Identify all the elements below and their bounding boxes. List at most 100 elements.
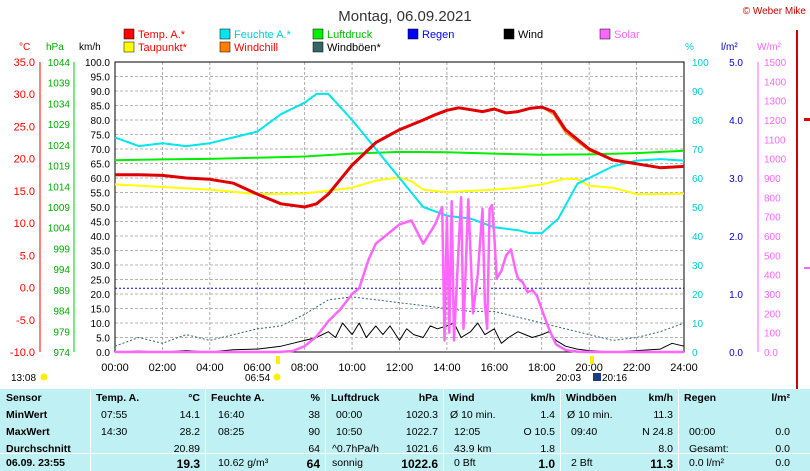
- solar-tick-label: 500: [764, 251, 781, 262]
- temp-tick-label: 30.0: [14, 89, 35, 101]
- sun-tick-marker: [276, 356, 280, 364]
- rain-tick-label: 0.0: [729, 348, 743, 359]
- stats-col-pressure: Luftdruck hPa 00:00 1020.3 10:50 1022.7 …: [325, 389, 444, 471]
- wind-tick-label: 0.0: [96, 348, 110, 359]
- wind-tick-label: 90.0: [91, 87, 111, 98]
- sun-tick-marker: [590, 356, 594, 364]
- pressure-tick-label: 1014: [48, 182, 71, 193]
- temp-tick-label: -5.0: [16, 315, 35, 327]
- stats-header-temp: Temp. A.: [96, 392, 140, 404]
- gust-bft: 2 Bft: [571, 457, 593, 469]
- series-line-temp-a-: [115, 105, 685, 209]
- wind-tick-label: 45.0: [91, 218, 111, 229]
- time-tick-label: 06:00: [243, 362, 271, 374]
- time-tick-label: 18:00: [528, 362, 556, 374]
- press-forecast: sonnig: [332, 457, 363, 469]
- humidity-tick-label: 80: [692, 116, 704, 127]
- pressure-tick-label: 979: [53, 327, 70, 338]
- wind-max-time: 12:05: [454, 426, 481, 438]
- legend-swatch: [599, 28, 611, 40]
- weather-chart: Montag, 06.09.2021 © Weber Mike °C hPa k…: [9, 6, 810, 389]
- stats-row-label: Durchschnitt: [6, 443, 71, 455]
- series-line-wind: [114, 322, 685, 353]
- chart-axes: 35.0 30.0 25.0 20.0 15.0 10.0 5.0 0.0 -5.0 -10.0 1…: [10, 57, 787, 374]
- legend-swatch: [503, 28, 515, 40]
- stats-header-sensor: Sensor: [6, 392, 42, 404]
- rain-tick-label: 4.0: [729, 116, 743, 127]
- press-min-time: 00:00: [336, 409, 363, 421]
- solar-tick-label: 700: [764, 213, 781, 224]
- press-max-time: 10:50: [336, 426, 363, 438]
- wind-max-value: O 10.5: [523, 426, 555, 438]
- pressure-tick-label: 1019: [48, 162, 71, 173]
- pressure-tick-label: 989: [53, 286, 70, 297]
- legend-label: Wind: [518, 29, 543, 41]
- rain-total-label: Gesamt:: [689, 443, 729, 455]
- rain-tick-label: 1.0: [729, 290, 743, 301]
- sun-event-label: 06:54: [245, 373, 270, 384]
- solar-tick-label: 200: [764, 309, 781, 320]
- hum-min-time: 16:40: [218, 409, 245, 421]
- wind-tick-label: 80.0: [91, 116, 111, 127]
- wind-unit-label: km/h: [79, 42, 101, 53]
- gust-max-value: N 24.8: [642, 426, 673, 438]
- stats-header-temp-unit: °C: [188, 392, 200, 404]
- rain-tick-label: 3.0: [729, 174, 743, 185]
- moon-icon: [593, 373, 601, 381]
- wind-tick-label: 60.0: [91, 174, 111, 185]
- humidity-tick-label: 60: [692, 174, 704, 185]
- wind-avg-value: 1.8: [540, 443, 555, 455]
- series-line-solar: [115, 196, 684, 354]
- stats-header-wind: Wind: [449, 392, 475, 404]
- pressure-unit-label: hPa: [46, 42, 64, 53]
- right-edge-solar-marker: [804, 267, 810, 269]
- legend-label: Feuchte A.*: [234, 29, 292, 41]
- series-line-luftdruck: [114, 149, 685, 162]
- series-line-taupunkt-: [114, 176, 685, 196]
- humidity-tick-label: 50: [692, 203, 704, 214]
- gust-min-value: 11.3: [653, 409, 673, 421]
- legend-swatch: [312, 28, 324, 40]
- chart-title: Montag, 06.09.2021: [338, 8, 471, 25]
- solar-tick-label: 900: [764, 174, 781, 185]
- stats-header-gust: Windböen: [566, 392, 617, 404]
- solar-tick-label: 300: [764, 290, 781, 301]
- gust-avg-value: 8.0: [658, 443, 673, 455]
- rain-unit-label: l/m²: [721, 42, 738, 53]
- solar-tick-label: 0.0: [764, 348, 778, 359]
- stats-header-rain-unit: l/m²: [771, 392, 790, 404]
- solar-tick-label: 600: [764, 232, 781, 243]
- legend-label: Solar: [614, 29, 640, 41]
- temp-min-time: 07:55: [101, 409, 128, 421]
- legend-swatch: [123, 28, 135, 40]
- pressure-tick-label: 974: [53, 348, 70, 359]
- stats-header-rain: Regen: [684, 392, 717, 404]
- solar-tick-label: 1400: [764, 77, 787, 88]
- solar-tick-label: 1100: [764, 135, 786, 146]
- press-max-value: 1022.7: [405, 426, 438, 438]
- time-tick-label: 04:00: [196, 362, 224, 374]
- chart-series: [114, 92, 685, 354]
- solar-unit-label: W/m²: [757, 42, 782, 53]
- sun-icon: [40, 373, 48, 381]
- temp-max-value: 28.2: [179, 426, 200, 438]
- legend-swatch: [219, 28, 231, 40]
- wind-bft: 0 Bft: [454, 457, 476, 469]
- humidity-tick-label: 70: [692, 145, 704, 156]
- hum-max-value: 90: [308, 426, 320, 438]
- wind-tick-label: 55.0: [91, 189, 111, 200]
- hum-min-value: 38: [308, 409, 320, 421]
- temp-tick-label: 0.0: [20, 283, 35, 295]
- temp-tick-label: 15.0: [14, 186, 35, 198]
- sun-event-label: 20:16: [602, 373, 627, 384]
- humidity-unit-label: %: [685, 42, 694, 53]
- stats-col-gust: Windböen km/h Ø 10 min. 11.3 09:40 N 24.…: [560, 389, 679, 471]
- pressure-tick-label: 984: [53, 307, 70, 318]
- humidity-tick-label: 20: [692, 290, 704, 301]
- legend-label: Windchill: [234, 42, 278, 54]
- time-tick-label: 14:00: [433, 362, 461, 374]
- time-tick-label: 00:00: [101, 362, 129, 374]
- humidity-tick-label: 40: [692, 232, 704, 243]
- legend-swatch: [312, 41, 324, 53]
- stats-divider: [0, 453, 810, 454]
